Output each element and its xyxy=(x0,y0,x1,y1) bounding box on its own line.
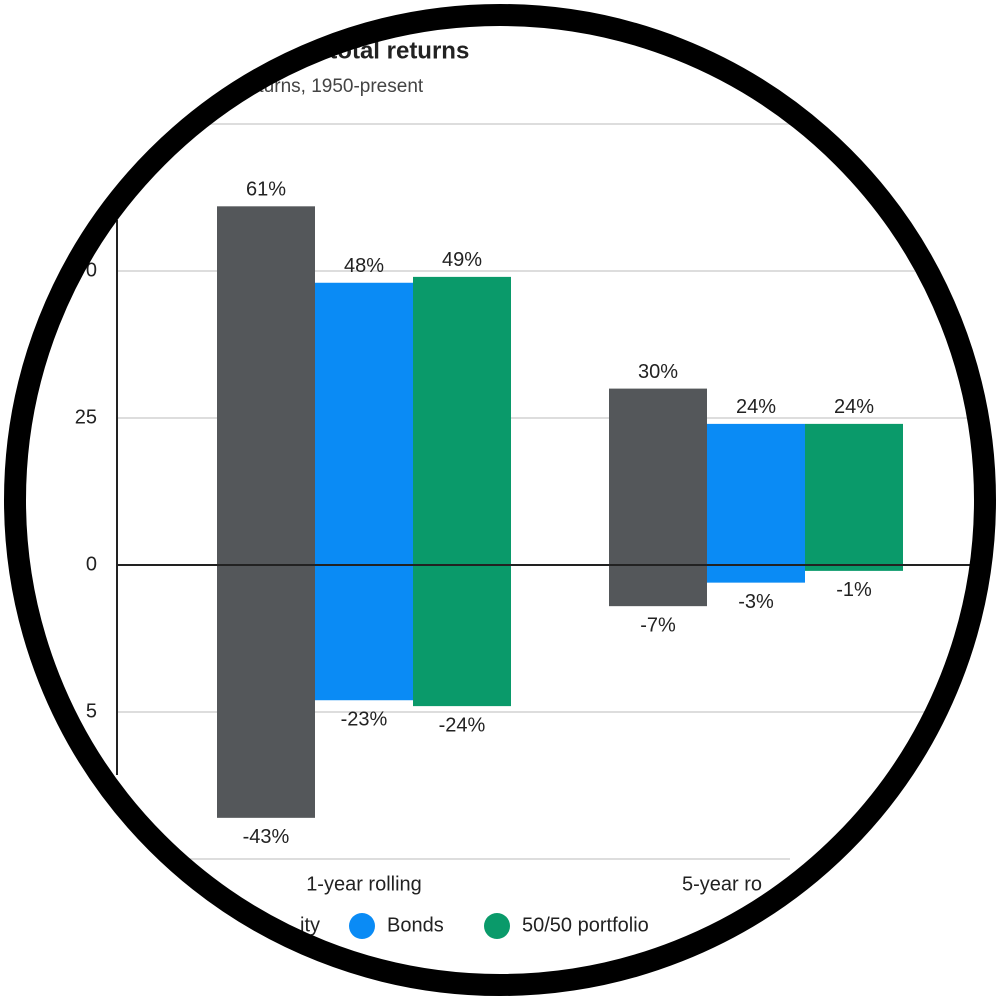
value-label: -3% xyxy=(738,591,774,613)
y-tick-label: 5 xyxy=(86,700,97,722)
value-label: 24% xyxy=(834,396,874,418)
bar xyxy=(609,388,707,607)
value-label: 61% xyxy=(246,179,286,201)
value-label: -1% xyxy=(836,579,872,601)
value-label: -43% xyxy=(243,826,290,848)
y-tick-label: 0 xyxy=(86,553,97,575)
legend-marker xyxy=(349,913,375,939)
plot: 0 25 0 5 61% -43% 48% -23% 49% -24% 1-year rolling… xyxy=(75,123,985,939)
value-label: -24% xyxy=(439,714,486,736)
value-label: 49% xyxy=(442,249,482,271)
legend-marker xyxy=(484,913,510,939)
x-tick-label: 1-year rolling xyxy=(306,873,422,895)
x-tick-label: 5-year ro xyxy=(682,873,762,895)
bar xyxy=(315,282,413,701)
chart-subtitle: l returns, 1950-present xyxy=(232,76,424,97)
legend-label: ity xyxy=(300,914,320,936)
y-tick-label: 0 xyxy=(86,259,97,281)
legend-label: Bonds xyxy=(387,914,444,936)
value-label: -7% xyxy=(640,614,676,636)
bar xyxy=(707,423,805,583)
value-label: 24% xyxy=(736,396,776,418)
bar xyxy=(413,276,511,707)
value-label: -23% xyxy=(341,709,388,731)
value-label: 48% xyxy=(344,255,384,277)
lens-ring xyxy=(4,4,996,996)
bar xyxy=(217,206,315,818)
value-label: 30% xyxy=(638,361,678,383)
y-tick-label: 25 xyxy=(75,406,97,428)
bar xyxy=(805,423,903,571)
legend-label: 50/50 portfolio xyxy=(522,914,649,936)
